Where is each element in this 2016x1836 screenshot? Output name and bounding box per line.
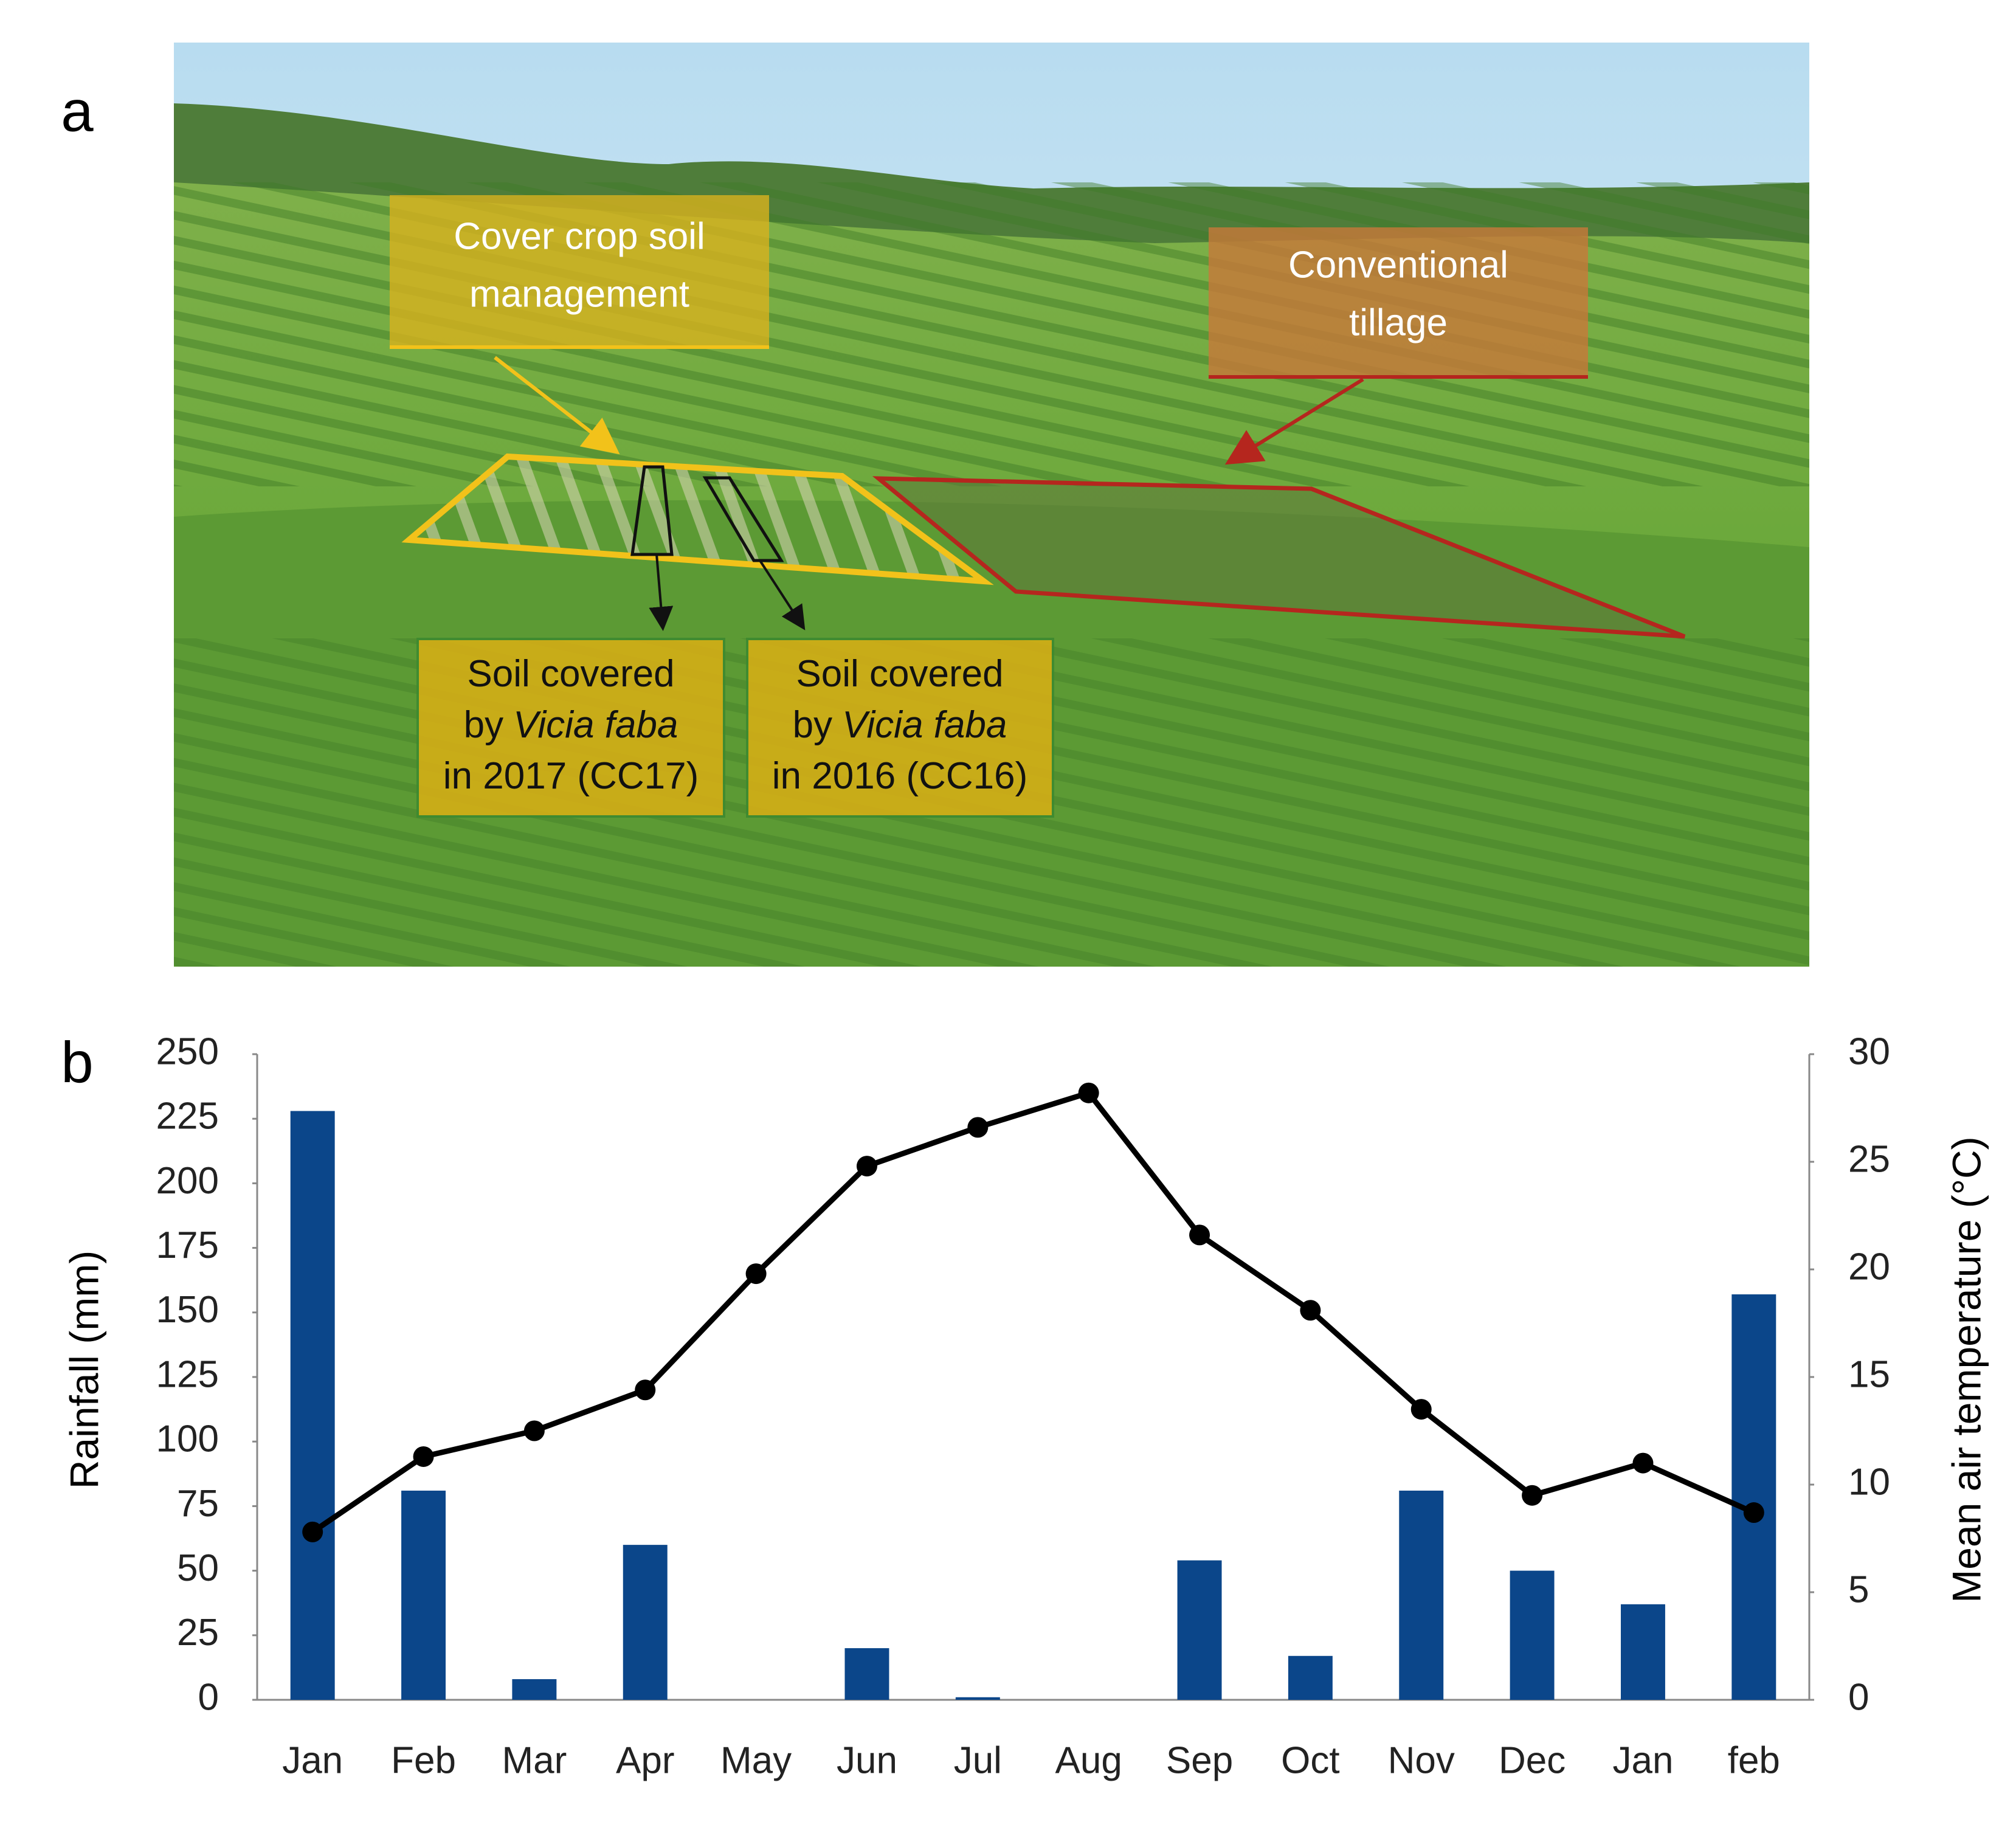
annotation-text: in 2016 (CC16) (772, 755, 1027, 797)
arrow (1224, 378, 1364, 465)
annotation: management (469, 273, 689, 315)
y2-tick-label: 25 (1848, 1138, 1890, 1180)
bar (512, 1679, 557, 1700)
point (1300, 1300, 1321, 1321)
bar (1620, 1604, 1665, 1700)
annotation-box (746, 638, 1054, 818)
x-tick-label: feb (1728, 1739, 1780, 1781)
y-tick-label: 225 (156, 1096, 219, 1137)
point (302, 1521, 323, 1542)
point (856, 1156, 877, 1177)
y2-tick-label: 10 (1848, 1461, 1890, 1503)
y-tick-label: 250 (156, 1030, 219, 1072)
y-tick-label: 0 (198, 1676, 219, 1718)
point (1189, 1224, 1210, 1246)
point (1632, 1452, 1654, 1474)
y2-tick-label: 5 (1848, 1569, 1869, 1610)
annotation-box (390, 195, 769, 347)
annotation-italic: Vicia faba (842, 704, 1007, 746)
annotation-text: by (793, 704, 832, 746)
annotation: Conventional (1288, 244, 1508, 286)
y-tick-label: 25 (177, 1612, 219, 1654)
bar (955, 1697, 1000, 1700)
y-tick-label: 75 (177, 1483, 219, 1525)
arrow (759, 559, 806, 630)
point (745, 1263, 767, 1285)
bar (1399, 1490, 1444, 1700)
x-tick-label: Jan (1612, 1739, 1673, 1781)
x-tick-label: Feb (391, 1739, 456, 1781)
x-tick-label: Dec (1499, 1739, 1566, 1781)
x-tick-label: Apr (616, 1739, 674, 1781)
cc17-plot (630, 465, 674, 556)
x-tick-label: Jul (954, 1739, 1002, 1781)
bar (1731, 1294, 1776, 1700)
cc16-plot (702, 476, 784, 562)
y2-tick-label: 0 (1848, 1676, 1869, 1718)
y-tick-label: 175 (156, 1224, 219, 1266)
annotation: Cover crop soil (454, 215, 705, 257)
line (311, 1090, 1755, 1534)
x-tick-label: May (720, 1739, 792, 1781)
y-axis-title: Rainfall (mm) (61, 1251, 106, 1489)
y-tick-label: 200 (156, 1160, 219, 1202)
panel-label: b (61, 1030, 93, 1095)
x-tick-label: Oct (1281, 1739, 1339, 1781)
point (967, 1117, 989, 1138)
photo (174, 43, 1809, 967)
x-tick-label: Sep (1166, 1739, 1233, 1781)
bar (1177, 1560, 1222, 1700)
y2-tick-label: 20 (1848, 1246, 1890, 1288)
y2-tick-label: 15 (1848, 1353, 1890, 1395)
bar (290, 1111, 335, 1700)
arrow (494, 356, 620, 455)
annotation-text: by (464, 704, 503, 746)
panel-label: a (61, 78, 94, 143)
x-tick-label: Jan (282, 1739, 343, 1781)
x-tick-label: Aug (1055, 1739, 1122, 1781)
x-tick-label: Mar (502, 1739, 567, 1781)
point (1743, 1502, 1764, 1524)
annotation-text: Soil covered (467, 653, 674, 695)
bar (844, 1648, 889, 1700)
annotation: by Vicia faba (793, 704, 1007, 746)
point (523, 1420, 545, 1441)
bar (401, 1490, 446, 1700)
y2-tick-label: 30 (1848, 1030, 1890, 1072)
bar (1288, 1655, 1333, 1700)
annotation-box (416, 638, 725, 818)
arrow (649, 554, 674, 631)
annotation: Soil covered (796, 653, 1003, 695)
bar (1510, 1570, 1555, 1700)
x-tick-label: Jun (837, 1739, 897, 1781)
annotation: in 2017 (CC17) (443, 755, 699, 797)
annotation: tillage (1349, 302, 1448, 343)
y-tick-label: 125 (156, 1353, 219, 1395)
annotation: in 2016 (CC16) (772, 755, 1027, 797)
point (1078, 1082, 1099, 1103)
annotation-text: in 2017 (CC17) (443, 755, 699, 797)
y-tick-label: 150 (156, 1289, 219, 1331)
annotation: by Vicia faba (464, 704, 678, 746)
point (413, 1446, 434, 1467)
point (635, 1379, 656, 1401)
y2-axis-title: Mean air temperature (°C) (1944, 1136, 1989, 1603)
cover-crop-outline (401, 453, 994, 585)
y-tick-label: 100 (156, 1418, 219, 1460)
x-tick-label: Nov (1388, 1739, 1455, 1781)
point (1522, 1485, 1543, 1506)
annotation-text: Soil covered (796, 653, 1003, 695)
y-tick-label: 50 (177, 1547, 219, 1589)
annotation-italic: Vicia faba (513, 704, 678, 746)
annotation-box (1209, 227, 1588, 377)
point (1410, 1399, 1432, 1420)
bar (623, 1545, 668, 1700)
tillage-outline (872, 476, 1686, 639)
annotation: Soil covered (467, 653, 674, 695)
